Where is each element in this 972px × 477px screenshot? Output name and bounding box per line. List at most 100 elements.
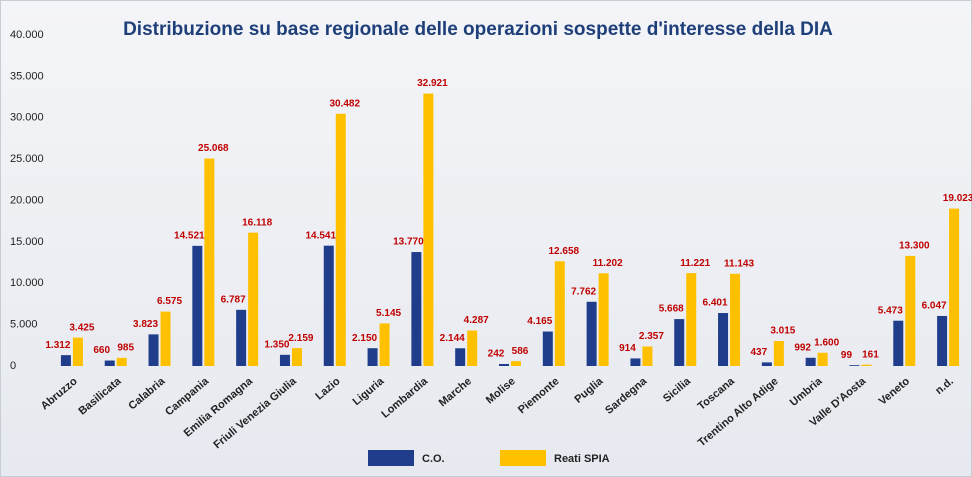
y-tick-label: 5.000 bbox=[10, 319, 38, 331]
y-tick-label: 35.000 bbox=[10, 70, 44, 82]
y-tick-label: 40.000 bbox=[10, 29, 44, 41]
value-label: 5.145 bbox=[376, 308, 401, 319]
y-tick-label: 10.000 bbox=[10, 277, 44, 289]
value-label: 6.401 bbox=[703, 298, 728, 309]
value-label: 3.015 bbox=[770, 326, 795, 337]
bar bbox=[423, 93, 434, 366]
y-tick-label: 25.000 bbox=[10, 153, 44, 165]
value-label: 12.658 bbox=[549, 246, 580, 257]
value-label: 16.118 bbox=[242, 217, 272, 228]
bar bbox=[192, 245, 203, 366]
bar bbox=[905, 255, 916, 366]
value-label: 99 bbox=[841, 350, 853, 361]
bar bbox=[805, 357, 816, 366]
value-label: 2.150 bbox=[352, 333, 377, 344]
value-label: 660 bbox=[93, 345, 110, 356]
bar bbox=[849, 365, 860, 366]
y-tick-label: 30.000 bbox=[10, 112, 44, 124]
value-label: 11.143 bbox=[724, 258, 754, 269]
value-label: 11.202 bbox=[593, 258, 623, 269]
bar bbox=[730, 273, 741, 366]
legend-label: Reati SPIA bbox=[554, 453, 610, 465]
value-label: 1.350 bbox=[264, 339, 289, 350]
bar bbox=[773, 341, 784, 366]
legend-label: C.O. bbox=[422, 453, 445, 465]
value-label: 992 bbox=[794, 342, 811, 353]
bar bbox=[893, 320, 904, 366]
bar bbox=[499, 363, 509, 366]
bar bbox=[718, 313, 729, 366]
legend-swatch bbox=[500, 450, 546, 466]
value-label: 2.159 bbox=[288, 333, 313, 344]
value-label: 4.287 bbox=[464, 315, 489, 326]
value-label: 2.144 bbox=[440, 333, 465, 344]
value-label: 32.921 bbox=[417, 78, 448, 89]
value-label: 14.541 bbox=[305, 230, 336, 241]
value-label: 6.575 bbox=[157, 296, 182, 307]
value-label: 7.762 bbox=[571, 286, 596, 297]
bar bbox=[104, 360, 115, 366]
bar bbox=[511, 361, 521, 366]
value-label: 914 bbox=[619, 343, 636, 354]
value-label: 6.787 bbox=[221, 294, 246, 305]
value-label: 1.312 bbox=[45, 340, 70, 351]
bar bbox=[248, 232, 259, 366]
bar bbox=[467, 330, 478, 366]
bar bbox=[861, 364, 872, 366]
value-label: 586 bbox=[512, 346, 529, 357]
bar bbox=[937, 315, 948, 366]
value-label: 3.425 bbox=[69, 322, 94, 333]
bar bbox=[148, 334, 159, 366]
value-label: 5.668 bbox=[659, 304, 684, 315]
bar bbox=[586, 301, 597, 366]
bar bbox=[379, 323, 390, 366]
value-label: 161 bbox=[862, 349, 879, 360]
value-label: 6.047 bbox=[922, 301, 947, 312]
legend-swatch bbox=[368, 450, 414, 466]
bar bbox=[72, 337, 83, 366]
value-label: 19.023 bbox=[943, 193, 972, 204]
bar bbox=[323, 245, 334, 366]
chart-title: Distribuzione su base regionale delle op… bbox=[123, 19, 833, 40]
value-label: 11.221 bbox=[680, 258, 710, 269]
bar bbox=[204, 158, 215, 366]
bar bbox=[817, 352, 828, 366]
bar bbox=[160, 311, 171, 366]
bar bbox=[598, 273, 609, 366]
value-label: 1.600 bbox=[814, 337, 839, 348]
value-label: 242 bbox=[488, 349, 505, 360]
y-tick-label: 20.000 bbox=[10, 194, 44, 206]
bar bbox=[554, 261, 565, 366]
bar bbox=[642, 346, 653, 366]
value-label: 25.068 bbox=[198, 143, 229, 154]
value-label: 4.165 bbox=[527, 316, 552, 327]
bar bbox=[291, 348, 302, 366]
value-label: 2.357 bbox=[639, 331, 664, 342]
value-label: 14.521 bbox=[174, 230, 205, 241]
bar bbox=[686, 273, 697, 366]
bar bbox=[116, 357, 127, 366]
bar bbox=[542, 331, 553, 366]
bar bbox=[949, 208, 960, 366]
bar bbox=[279, 354, 290, 366]
bar bbox=[411, 252, 422, 366]
bar bbox=[630, 358, 641, 366]
value-label: 437 bbox=[751, 347, 768, 358]
value-label: 13.770 bbox=[393, 237, 424, 248]
value-label: 30.482 bbox=[329, 98, 360, 109]
value-label: 5.473 bbox=[878, 305, 903, 316]
bar bbox=[60, 355, 71, 366]
bar bbox=[761, 362, 772, 366]
value-label: 985 bbox=[117, 342, 134, 353]
value-label: 13.300 bbox=[899, 241, 930, 252]
value-label: 3.823 bbox=[133, 319, 158, 330]
bar bbox=[455, 348, 466, 366]
bar bbox=[674, 319, 685, 366]
bar bbox=[367, 348, 378, 366]
y-tick-label: 0 bbox=[10, 360, 16, 372]
bar bbox=[335, 113, 346, 367]
y-tick-label: 15.000 bbox=[10, 236, 44, 248]
bar bbox=[236, 309, 247, 366]
